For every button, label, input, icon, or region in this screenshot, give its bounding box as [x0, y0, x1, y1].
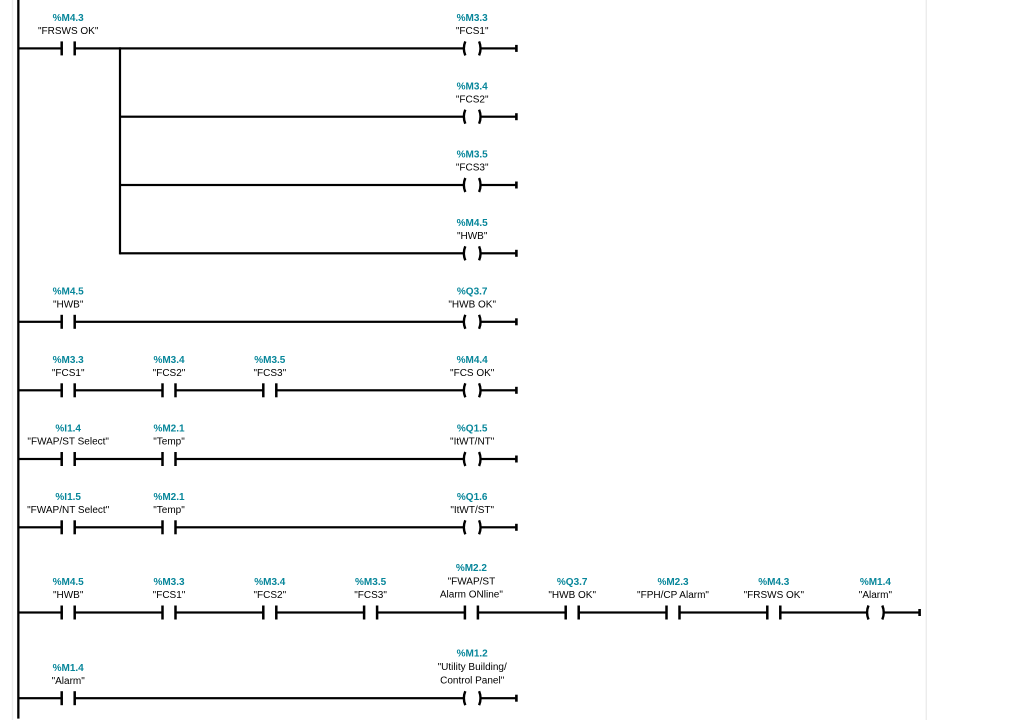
- svg-text:"FCS2": "FCS2": [456, 94, 489, 105]
- svg-text:"ItWT/NT": "ItWT/NT": [450, 437, 495, 448]
- svg-text:%M1.4: %M1.4: [860, 577, 892, 588]
- svg-text:%M3.4: %M3.4: [254, 577, 286, 588]
- svg-text:%M3.4: %M3.4: [153, 355, 185, 366]
- svg-text:"FPH/CP Alarm": "FPH/CP Alarm": [637, 590, 709, 601]
- svg-text:"FCS2": "FCS2": [153, 368, 186, 379]
- svg-text:%M2.1: %M2.1: [153, 492, 185, 503]
- svg-text:%M3.3: %M3.3: [457, 13, 489, 24]
- svg-text:%M4.5: %M4.5: [53, 577, 85, 588]
- svg-text:"FCS2": "FCS2": [253, 590, 286, 601]
- svg-text:"FCS3": "FCS3": [354, 590, 387, 601]
- svg-text:"FWAP/NT Select": "FWAP/NT Select": [27, 505, 110, 516]
- svg-text:"FCS1": "FCS1": [153, 590, 186, 601]
- svg-text:%I1.4: %I1.4: [55, 424, 81, 435]
- svg-text:"FCS1": "FCS1": [456, 26, 489, 37]
- svg-text:"Temp": "Temp": [153, 437, 185, 448]
- svg-text:%M3.5: %M3.5: [457, 150, 489, 161]
- svg-text:"FRSWS OK": "FRSWS OK": [38, 26, 99, 37]
- svg-text:%M4.5: %M4.5: [53, 287, 85, 298]
- svg-text:"HWB": "HWB": [53, 590, 84, 601]
- svg-text:%I1.5: %I1.5: [55, 492, 81, 503]
- svg-text:%Q3.7: %Q3.7: [457, 287, 488, 298]
- svg-text:%M1.4: %M1.4: [53, 663, 85, 674]
- svg-text:"FCS3": "FCS3": [456, 163, 489, 174]
- svg-text:"FCS3": "FCS3": [253, 368, 286, 379]
- svg-text:"Alarm": "Alarm": [859, 590, 893, 601]
- svg-text:%M3.5: %M3.5: [355, 577, 387, 588]
- svg-text:Control Panel": Control Panel": [440, 675, 505, 686]
- svg-text:%M4.4: %M4.4: [457, 355, 489, 366]
- svg-text:%M4.5: %M4.5: [457, 218, 489, 229]
- svg-text:%M2.2: %M2.2: [456, 563, 488, 574]
- svg-text:%M3.4: %M3.4: [457, 81, 489, 92]
- svg-text:"FRSWS OK": "FRSWS OK": [744, 590, 805, 601]
- svg-text:"HWB": "HWB": [457, 231, 488, 242]
- svg-text:"Temp": "Temp": [153, 505, 185, 516]
- svg-text:"ItWT/ST": "ItWT/ST": [450, 505, 494, 516]
- svg-text:%M3.3: %M3.3: [153, 577, 185, 588]
- svg-text:Alarm ONline": Alarm ONline": [440, 590, 503, 601]
- svg-text:%M1.2: %M1.2: [457, 649, 489, 660]
- svg-text:"FCS1": "FCS1": [52, 368, 85, 379]
- svg-text:"Utility Building/: "Utility Building/: [438, 662, 507, 673]
- svg-text:%M2.3: %M2.3: [657, 577, 689, 588]
- svg-text:%M3.5: %M3.5: [254, 355, 286, 366]
- svg-text:%Q1.5: %Q1.5: [457, 424, 488, 435]
- svg-text:"FCS OK": "FCS OK": [450, 368, 495, 379]
- svg-text:"Alarm": "Alarm": [52, 676, 86, 687]
- svg-text:%M4.3: %M4.3: [53, 13, 85, 24]
- svg-text:"HWB OK": "HWB OK": [448, 300, 496, 311]
- svg-text:"HWB": "HWB": [53, 300, 84, 311]
- svg-text:%M4.3: %M4.3: [758, 577, 790, 588]
- svg-text:%Q1.6: %Q1.6: [457, 492, 488, 503]
- svg-text:"FWAP/ST: "FWAP/ST: [448, 576, 496, 587]
- svg-text:%Q3.7: %Q3.7: [557, 577, 588, 588]
- svg-text:%M2.1: %M2.1: [153, 424, 185, 435]
- svg-text:%M3.3: %M3.3: [53, 355, 85, 366]
- svg-text:"HWB OK": "HWB OK": [548, 590, 596, 601]
- svg-text:"FWAP/ST Select": "FWAP/ST Select": [27, 437, 109, 448]
